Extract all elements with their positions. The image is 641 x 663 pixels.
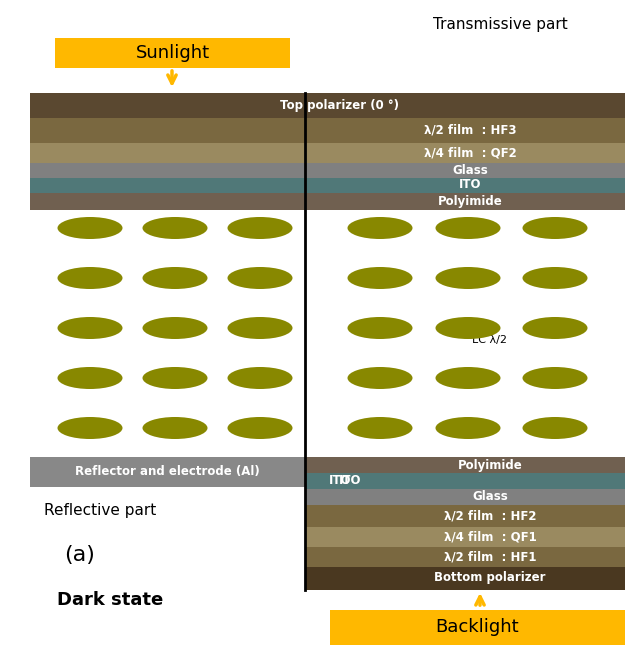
Ellipse shape bbox=[142, 367, 208, 389]
Ellipse shape bbox=[522, 367, 588, 389]
Bar bbox=[30, 93, 625, 118]
Bar bbox=[305, 473, 625, 489]
Bar bbox=[305, 505, 625, 527]
Ellipse shape bbox=[58, 317, 122, 339]
Text: λ/2 film  : HF3: λ/2 film : HF3 bbox=[424, 123, 516, 137]
Ellipse shape bbox=[228, 367, 292, 389]
Bar bbox=[305, 457, 625, 473]
Ellipse shape bbox=[347, 267, 413, 289]
Ellipse shape bbox=[522, 217, 588, 239]
Bar bbox=[305, 178, 625, 193]
Ellipse shape bbox=[435, 417, 501, 439]
Bar bbox=[305, 118, 625, 143]
Ellipse shape bbox=[142, 217, 208, 239]
Text: Glass: Glass bbox=[472, 491, 508, 503]
Ellipse shape bbox=[228, 217, 292, 239]
Bar bbox=[305, 567, 625, 590]
Text: Transmissive part: Transmissive part bbox=[433, 17, 567, 32]
Bar bbox=[305, 527, 625, 547]
Text: Backlight: Backlight bbox=[436, 619, 519, 636]
Bar bbox=[30, 163, 305, 178]
Bar bbox=[55, 38, 290, 68]
Bar bbox=[305, 163, 625, 178]
Ellipse shape bbox=[58, 267, 122, 289]
Text: Polyimide: Polyimide bbox=[458, 459, 522, 471]
Ellipse shape bbox=[142, 417, 208, 439]
Text: (a): (a) bbox=[65, 545, 96, 565]
Text: Dark state: Dark state bbox=[57, 591, 163, 609]
Text: Reflective part: Reflective part bbox=[44, 503, 156, 518]
Ellipse shape bbox=[58, 417, 122, 439]
Ellipse shape bbox=[228, 267, 292, 289]
Bar bbox=[305, 143, 625, 163]
Ellipse shape bbox=[347, 367, 413, 389]
Text: Polyimide: Polyimide bbox=[438, 194, 503, 208]
Ellipse shape bbox=[142, 267, 208, 289]
Bar bbox=[305, 193, 625, 210]
Text: Top polarizer (0 °): Top polarizer (0 °) bbox=[281, 99, 399, 111]
Text: λ/2 film  : HF2: λ/2 film : HF2 bbox=[444, 509, 537, 522]
Bar bbox=[30, 118, 305, 143]
Ellipse shape bbox=[522, 317, 588, 339]
Bar bbox=[30, 193, 305, 210]
Text: λ/4 film  : QF2: λ/4 film : QF2 bbox=[424, 147, 517, 160]
Text: Reflector and electrode (Al): Reflector and electrode (Al) bbox=[74, 465, 260, 479]
Bar bbox=[305, 489, 625, 505]
Ellipse shape bbox=[347, 217, 413, 239]
Ellipse shape bbox=[435, 367, 501, 389]
Ellipse shape bbox=[435, 267, 501, 289]
Text: Sunlight: Sunlight bbox=[135, 44, 210, 62]
Bar bbox=[30, 178, 305, 193]
Ellipse shape bbox=[435, 217, 501, 239]
Text: λ/2 film  : HF1: λ/2 film : HF1 bbox=[444, 550, 537, 564]
Ellipse shape bbox=[228, 417, 292, 439]
Bar bbox=[330, 610, 625, 645]
Text: Glass: Glass bbox=[452, 164, 488, 176]
Ellipse shape bbox=[58, 217, 122, 239]
Text: Bottom polarizer: Bottom polarizer bbox=[434, 572, 545, 585]
Text: ITO: ITO bbox=[338, 475, 362, 487]
Text: LC λ/2: LC λ/2 bbox=[472, 335, 508, 345]
Ellipse shape bbox=[347, 417, 413, 439]
Text: λ/4 film  : QF1: λ/4 film : QF1 bbox=[444, 530, 537, 544]
Ellipse shape bbox=[522, 417, 588, 439]
Bar bbox=[305, 547, 625, 567]
Text: ITO: ITO bbox=[329, 475, 351, 487]
Ellipse shape bbox=[522, 267, 588, 289]
Ellipse shape bbox=[228, 317, 292, 339]
Ellipse shape bbox=[142, 317, 208, 339]
Ellipse shape bbox=[58, 367, 122, 389]
Bar bbox=[30, 457, 305, 487]
Bar bbox=[30, 143, 305, 163]
Ellipse shape bbox=[435, 317, 501, 339]
Ellipse shape bbox=[347, 317, 413, 339]
Text: ITO: ITO bbox=[459, 178, 481, 192]
